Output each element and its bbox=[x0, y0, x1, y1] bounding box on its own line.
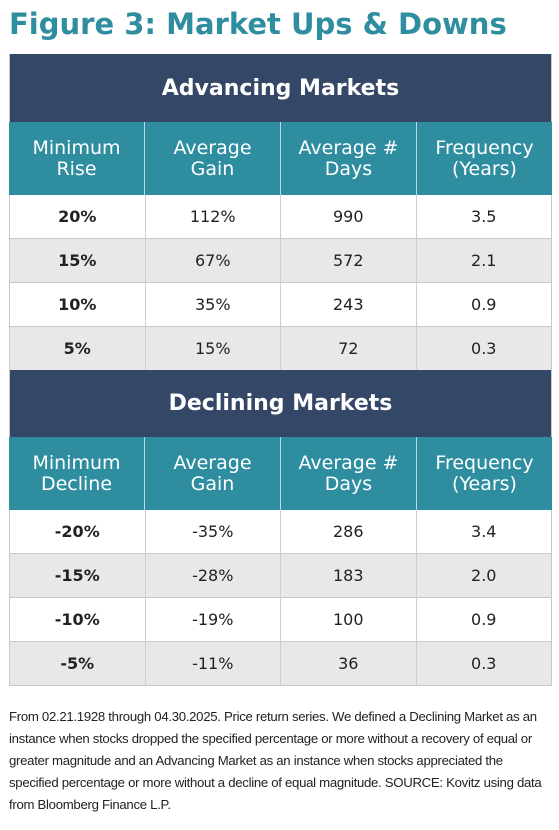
table-row: 5% 15% 72 0.3 bbox=[9, 327, 552, 371]
advancing-header-row: Minimum Rise Average Gain Average # Days… bbox=[9, 122, 552, 195]
declining-markets-table: Declining Markets Minimum Decline Averag… bbox=[9, 370, 552, 686]
figure-title: Figure 3: Market Ups & Downs bbox=[9, 7, 507, 41]
header-average-gain: Average Gain bbox=[145, 122, 281, 195]
header-average-days: Average # Days bbox=[281, 122, 417, 195]
table-row: -15% -28% 183 2.0 bbox=[9, 554, 552, 598]
declining-markets-banner: Declining Markets bbox=[9, 370, 552, 437]
table-cell: 3.4 bbox=[471, 522, 497, 541]
header-minimum-decline: Minimum Decline bbox=[9, 437, 145, 510]
table-cell: 2.1 bbox=[471, 251, 497, 270]
table-cell: 0.9 bbox=[471, 295, 497, 314]
table-row: -5% -11% 36 0.3 bbox=[9, 642, 552, 686]
table-row: -10% -19% 100 0.9 bbox=[9, 598, 552, 642]
table-cell: 36 bbox=[281, 642, 417, 685]
table-cell: -19% bbox=[146, 598, 281, 641]
declining-header-row: Minimum Decline Average Gain Average # D… bbox=[9, 437, 552, 510]
table-cell: 0.9 bbox=[471, 610, 497, 629]
table-cell: -5% bbox=[10, 642, 146, 685]
table-cell: 3.5 bbox=[471, 207, 497, 226]
table-cell: -35% bbox=[146, 510, 281, 553]
table-cell: 2.0 bbox=[471, 566, 497, 585]
table-cell: 72 bbox=[281, 327, 417, 370]
table-cell: -15% bbox=[10, 554, 146, 597]
table-cell: 15% bbox=[10, 239, 146, 282]
table-cell: -20% bbox=[10, 510, 146, 553]
table-cell: 112% bbox=[146, 195, 281, 238]
header-average-days: Average # Days bbox=[281, 437, 417, 510]
table-cell: -28% bbox=[146, 554, 281, 597]
table-row: -20% -35% 286 3.4 bbox=[9, 510, 552, 554]
table-cell: 10% bbox=[10, 283, 146, 326]
table-row: 10% 35% 243 0.9 bbox=[9, 283, 552, 327]
table-cell: 572 bbox=[281, 239, 417, 282]
source-footnote: From 02.21.1928 through 04.30.2025. Pric… bbox=[9, 709, 542, 812]
table-cell: 67% bbox=[146, 239, 281, 282]
table-row: 15% 67% 572 2.1 bbox=[9, 239, 552, 283]
table-cell: 243 bbox=[281, 283, 417, 326]
header-frequency: Frequency (Years) bbox=[435, 451, 534, 495]
header-frequency: Frequency (Years) bbox=[435, 136, 534, 180]
advancing-markets-table: Advancing Markets Minimum Rise Average G… bbox=[9, 54, 552, 371]
table-cell: 15% bbox=[146, 327, 281, 370]
table-cell: 35% bbox=[146, 283, 281, 326]
table-cell: 0.3 bbox=[471, 339, 497, 358]
table-cell: 5% bbox=[10, 327, 146, 370]
table-cell: 20% bbox=[10, 195, 146, 238]
table-cell: 183 bbox=[281, 554, 417, 597]
table-cell: 0.3 bbox=[471, 654, 497, 673]
table-cell: 990 bbox=[281, 195, 417, 238]
table-cell: 100 bbox=[281, 598, 417, 641]
table-row: 20% 112% 990 3.5 bbox=[9, 195, 552, 239]
advancing-markets-banner: Advancing Markets bbox=[9, 54, 552, 122]
table-cell: -11% bbox=[146, 642, 281, 685]
table-cell: 286 bbox=[281, 510, 417, 553]
header-minimum-rise: Minimum Rise bbox=[9, 122, 145, 195]
header-average-gain: Average Gain bbox=[145, 437, 281, 510]
table-cell: -10% bbox=[10, 598, 146, 641]
